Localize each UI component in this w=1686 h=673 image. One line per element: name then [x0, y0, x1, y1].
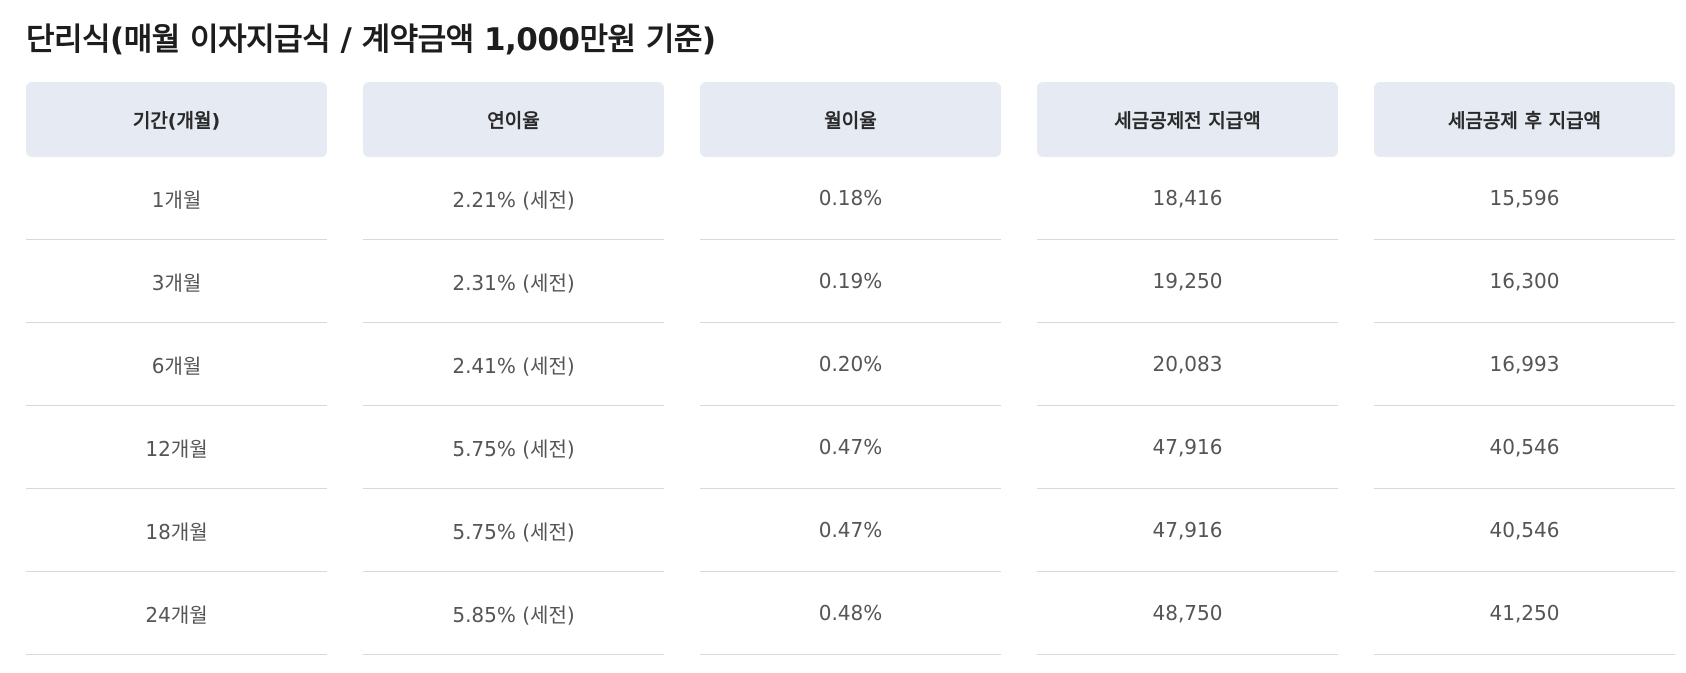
cell-pretax-amount: 47,916	[1037, 406, 1338, 489]
header-period: 기간(개월)	[26, 82, 327, 157]
cell-annual-rate: 2.31% (세전)	[363, 240, 664, 323]
cell-monthly-rate: 0.18%	[700, 157, 1001, 240]
cell-period: 3개월	[26, 240, 327, 323]
cell-monthly-rate: 0.19%	[700, 240, 1001, 323]
cell-monthly-rate: 0.47%	[700, 489, 1001, 572]
cell-pretax-amount: 47,916	[1037, 489, 1338, 572]
header-annual-rate: 연이율	[363, 82, 664, 157]
header-aftertax-amount: 세금공제 후 지급액	[1374, 82, 1675, 157]
page-title: 단리식(매월 이자지급식 / 계약금액 1,000만원 기준)	[26, 22, 716, 58]
header-monthly-rate: 월이율	[700, 82, 1001, 157]
cell-annual-rate: 2.41% (세전)	[363, 323, 664, 406]
cell-aftertax-amount: 16,993	[1374, 323, 1675, 406]
cell-aftertax-amount: 16,300	[1374, 240, 1675, 323]
cell-period: 12개월	[26, 406, 327, 489]
column-aftertax-amount: 세금공제 후 지급액 15,596 16,300 16,993 40,546 4…	[1374, 82, 1675, 655]
cell-monthly-rate: 0.48%	[700, 572, 1001, 655]
cell-period: 6개월	[26, 323, 327, 406]
cell-period: 1개월	[26, 157, 327, 240]
cell-period: 18개월	[26, 489, 327, 572]
cell-period: 24개월	[26, 572, 327, 655]
cell-annual-rate: 2.21% (세전)	[363, 157, 664, 240]
column-monthly-rate: 월이율 0.18% 0.19% 0.20% 0.47% 0.47% 0.48%	[700, 82, 1001, 655]
cell-aftertax-amount: 41,250	[1374, 572, 1675, 655]
column-period: 기간(개월) 1개월 3개월 6개월 12개월 18개월 24개월	[26, 82, 327, 655]
cell-pretax-amount: 18,416	[1037, 157, 1338, 240]
cell-aftertax-amount: 15,596	[1374, 157, 1675, 240]
cell-monthly-rate: 0.20%	[700, 323, 1001, 406]
cell-annual-rate: 5.75% (세전)	[363, 489, 664, 572]
cell-pretax-amount: 19,250	[1037, 240, 1338, 323]
column-pretax-amount: 세금공제전 지급액 18,416 19,250 20,083 47,916 47…	[1037, 82, 1338, 655]
column-annual-rate: 연이율 2.21% (세전) 2.31% (세전) 2.41% (세전) 5.7…	[363, 82, 664, 655]
header-pretax-amount: 세금공제전 지급액	[1037, 82, 1338, 157]
cell-annual-rate: 5.75% (세전)	[363, 406, 664, 489]
cell-aftertax-amount: 40,546	[1374, 489, 1675, 572]
cell-pretax-amount: 48,750	[1037, 572, 1338, 655]
cell-annual-rate: 5.85% (세전)	[363, 572, 664, 655]
cell-aftertax-amount: 40,546	[1374, 406, 1675, 489]
interest-table: 기간(개월) 1개월 3개월 6개월 12개월 18개월 24개월 연이율 2.…	[26, 82, 1675, 655]
cell-monthly-rate: 0.47%	[700, 406, 1001, 489]
cell-pretax-amount: 20,083	[1037, 323, 1338, 406]
